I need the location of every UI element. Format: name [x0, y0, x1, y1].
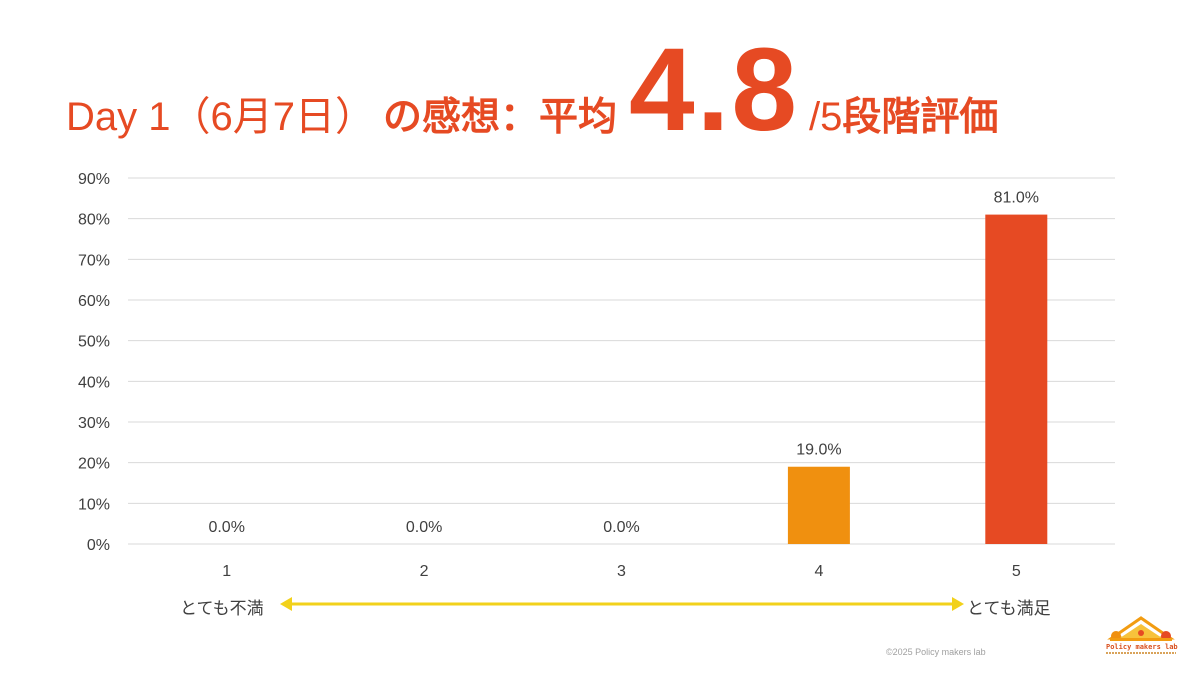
x-axis-categories: 1 2 3 4 5	[222, 563, 1021, 580]
house-logo-icon	[1107, 616, 1175, 641]
data-label-4: 19.0%	[796, 442, 841, 459]
y-tick-label: 30%	[78, 415, 110, 432]
gridlines	[128, 177, 1115, 545]
title-scale-suffix: 段階評価	[842, 95, 999, 140]
satisfaction-arrow	[280, 597, 964, 611]
logo-text: Policy makers lab	[1106, 643, 1178, 651]
data-label-5: 81.0%	[994, 190, 1039, 207]
title-average-score: 4.8	[629, 24, 800, 156]
arrow-left-head	[280, 597, 292, 611]
scale-label-very-satisfied: とても満足	[967, 599, 1051, 619]
slide-title: Day 1（6月7日） の感想：平均 4.8 /5 段階評価	[66, 24, 999, 156]
category-label-1: 1	[222, 563, 231, 580]
logo-tagline-decoration	[1106, 652, 1176, 654]
y-tick-label: 40%	[78, 374, 110, 391]
copyright-text: ©2025 Policy makers lab	[886, 647, 986, 657]
category-label-4: 4	[814, 563, 823, 580]
y-axis-ticks: 0% 10% 20% 30% 40% 50% 60% 70% 80% 90%	[78, 171, 110, 554]
data-label-2: 0.0%	[406, 519, 442, 536]
y-tick-label: 90%	[78, 171, 110, 188]
y-tick-label: 50%	[78, 334, 110, 351]
bars	[787, 214, 1048, 544]
y-tick-label: 10%	[78, 496, 110, 513]
y-tick-label: 20%	[78, 456, 110, 473]
y-tick-label: 0%	[87, 537, 110, 554]
policy-makers-lab-logo: Policy makers lab	[1106, 612, 1178, 658]
bar-5	[985, 214, 1048, 544]
y-tick-label: 60%	[78, 293, 110, 310]
arrow-right-head	[952, 597, 964, 611]
category-label-5: 5	[1012, 563, 1021, 580]
y-tick-label: 70%	[78, 252, 110, 269]
scale-label-very-dissatisfied: とても不満	[180, 599, 264, 619]
y-tick-label: 80%	[78, 212, 110, 229]
data-label-1: 0.0%	[208, 519, 244, 536]
category-label-2: 2	[420, 563, 429, 580]
title-scale-denominator: /5	[809, 95, 843, 139]
title-day-prefix: Day 1（6月7日）	[66, 95, 375, 139]
title-impression-average: の感想：平均	[382, 95, 617, 140]
data-labels: 0.0% 0.0% 0.0% 19.0% 81.0%	[208, 190, 1039, 536]
bar-4	[787, 466, 850, 544]
data-label-3: 0.0%	[603, 519, 639, 536]
category-label-3: 3	[617, 563, 626, 580]
